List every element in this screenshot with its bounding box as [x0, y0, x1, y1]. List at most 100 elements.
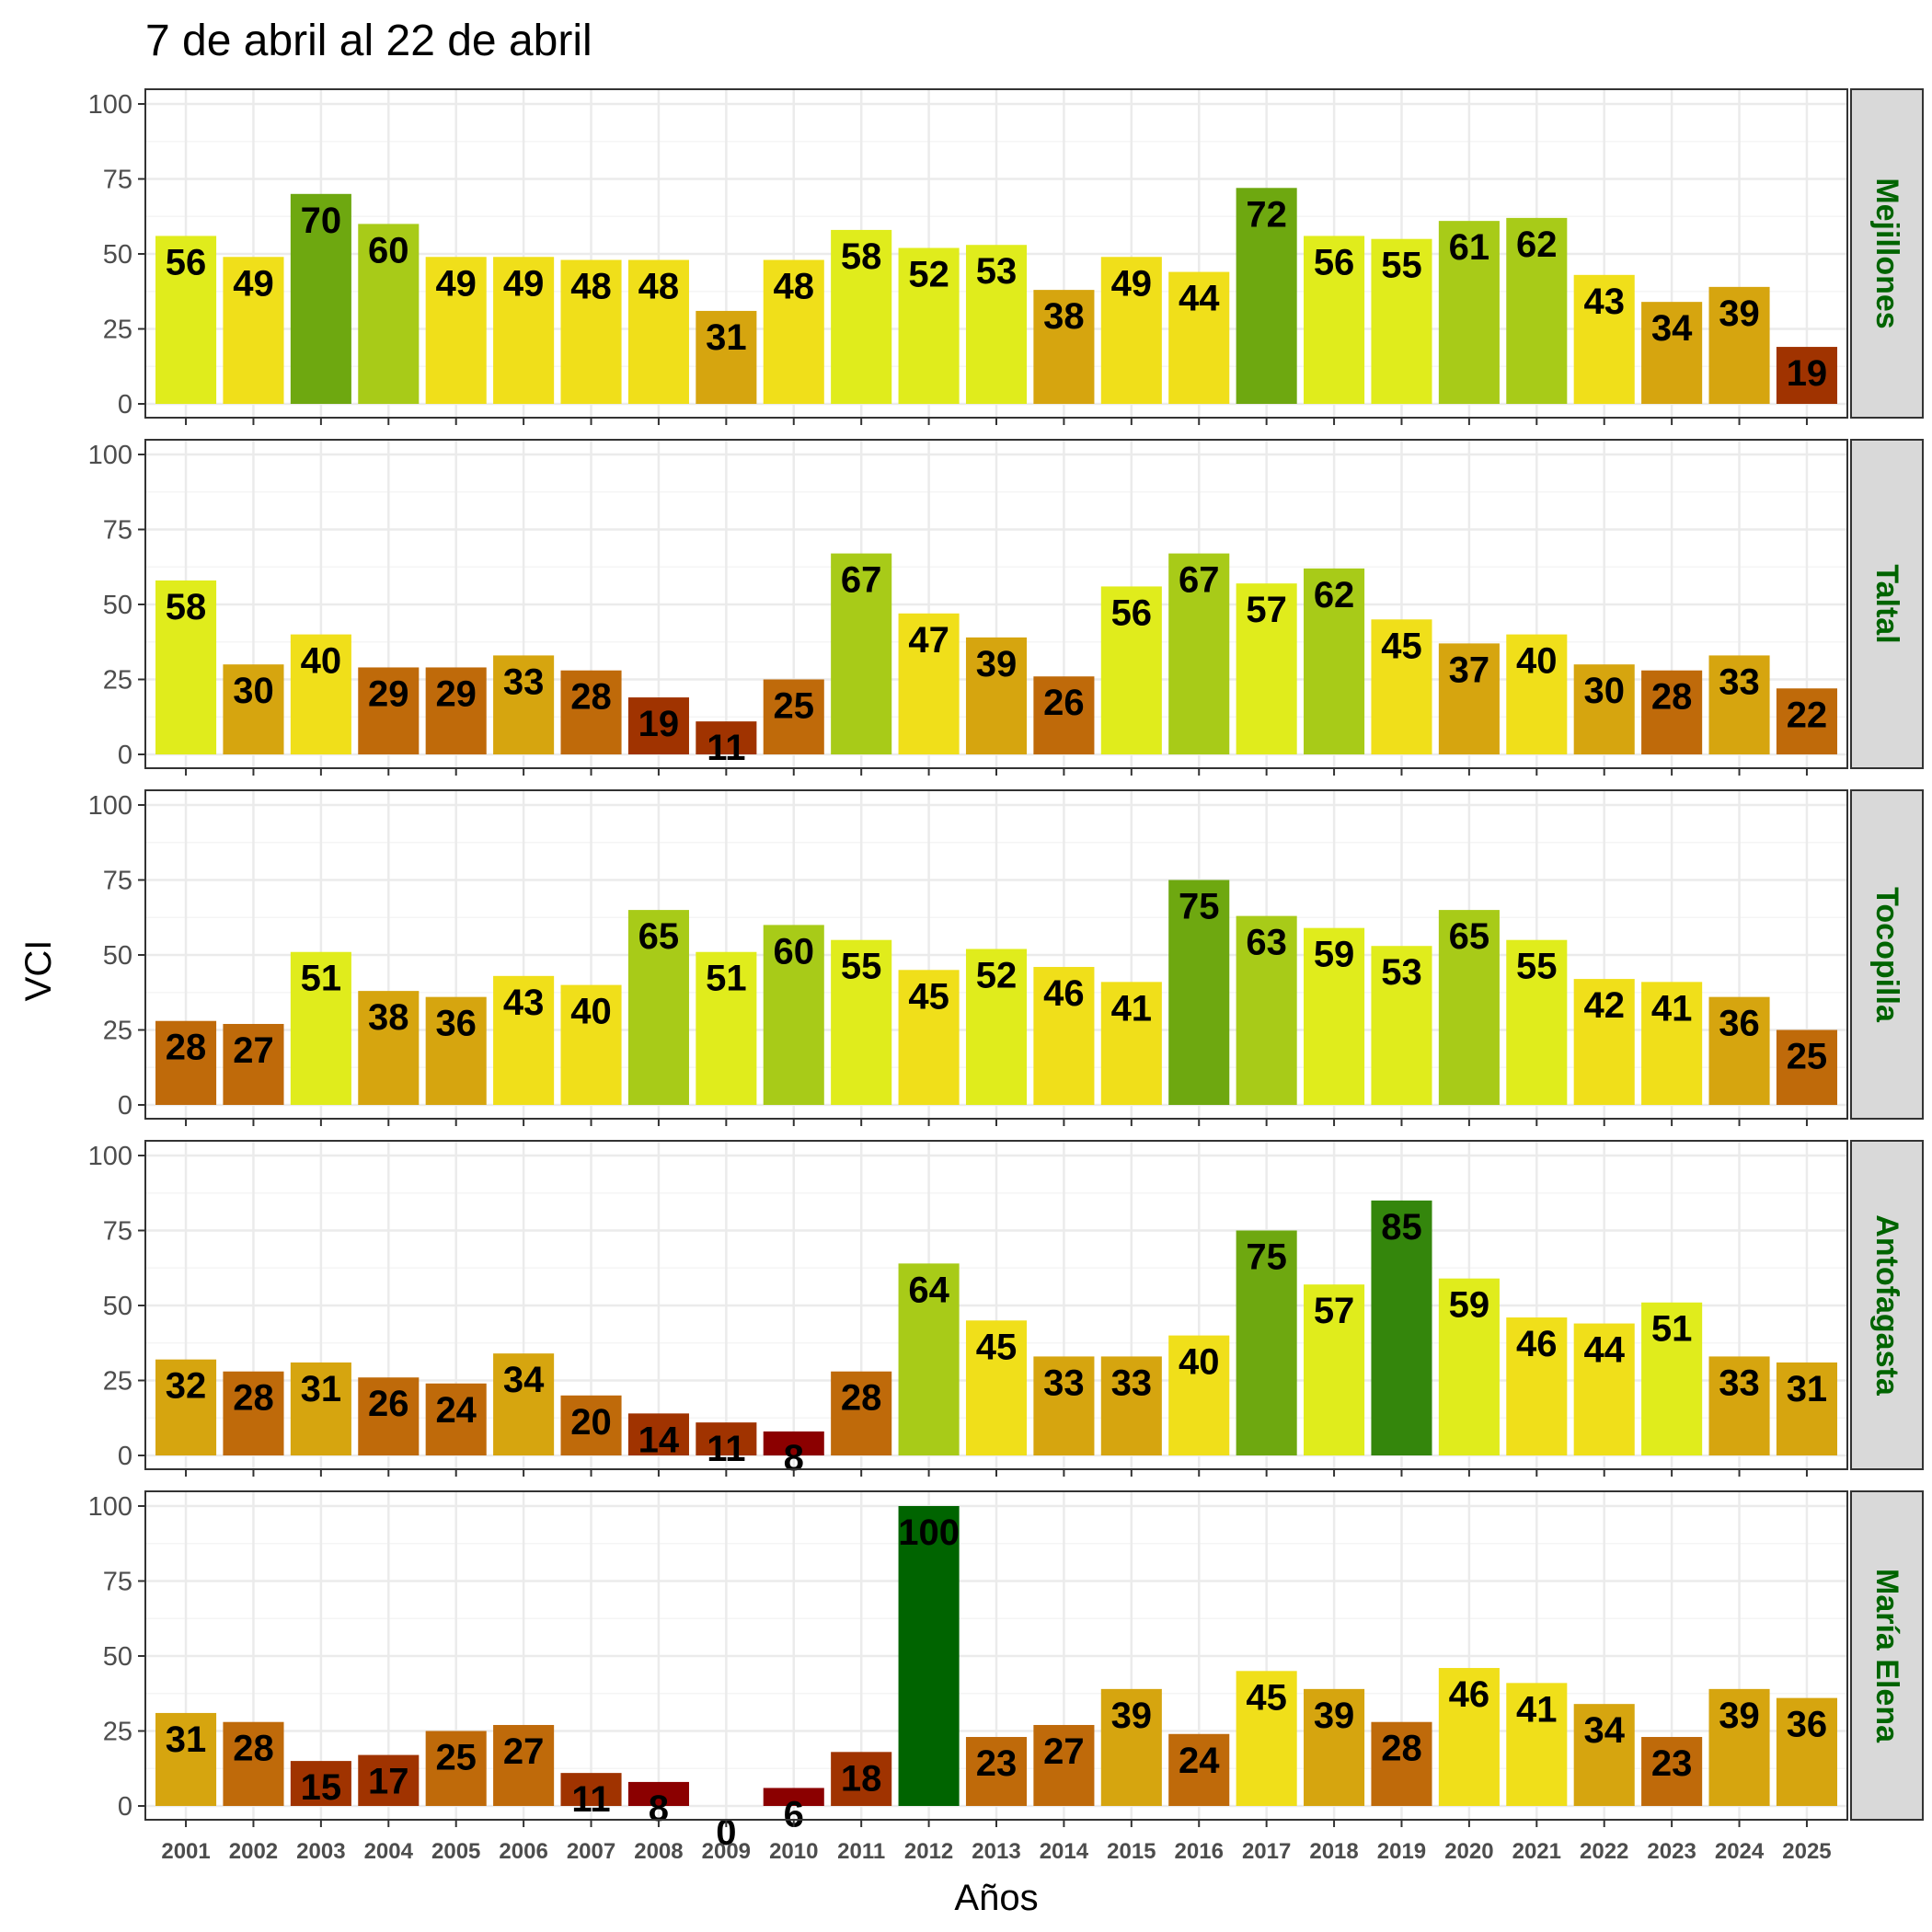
data-label: 34	[1583, 1710, 1625, 1751]
bar-mejillones-2013	[965, 245, 1028, 404]
bar-maria-elena-2017	[1236, 1671, 1297, 1806]
x-tick-label: 2025	[1782, 1839, 1831, 1864]
data-label: 39	[1111, 1696, 1153, 1736]
data-label: 57	[1246, 590, 1287, 630]
data-label: 62	[1516, 224, 1558, 265]
data-label: 55	[841, 947, 882, 987]
data-label: 18	[841, 1758, 882, 1799]
bar-antofagasta-2017	[1236, 1230, 1297, 1455]
x-tick-label: 2009	[702, 1839, 751, 1864]
data-label: 59	[1449, 1285, 1490, 1326]
bar-tocopilla-2007	[560, 984, 622, 1105]
data-label: 42	[1583, 985, 1625, 1026]
bar-taltal-2024	[1708, 655, 1770, 754]
bar-antofagasta-2003	[290, 1362, 351, 1455]
bar-taltal-2019	[1371, 619, 1432, 754]
facet-strip-label: Tocopilla	[1869, 887, 1904, 1023]
data-label: 31	[706, 317, 747, 358]
x-axis-title: Años	[954, 1878, 1038, 1918]
bar-mejillones-2015	[1100, 257, 1162, 404]
y-tick-label: 75	[103, 1568, 132, 1597]
data-label: 30	[1583, 671, 1625, 711]
data-label: 29	[435, 673, 477, 714]
data-label: 53	[1381, 952, 1422, 993]
data-label: 75	[1179, 887, 1220, 927]
bar-tocopilla-2022	[1573, 979, 1635, 1105]
x-tick-label: 2019	[1377, 1839, 1426, 1864]
bar-tocopilla-2020	[1438, 910, 1500, 1105]
bar-antofagasta-2023	[1641, 1302, 1703, 1455]
data-label: 51	[301, 959, 342, 999]
data-label: 36	[1787, 1705, 1828, 1745]
data-label: 47	[908, 620, 949, 661]
bar-antofagasta-2004	[358, 1377, 420, 1455]
bar-tocopilla-2003	[290, 951, 351, 1105]
data-label: 11	[707, 728, 745, 768]
data-label: 29	[368, 673, 409, 714]
bar-mejillones-2003	[290, 193, 351, 404]
data-label: 40	[301, 641, 342, 682]
bar-antofagasta-2009	[696, 1422, 757, 1455]
data-label: 59	[1314, 935, 1355, 975]
data-label: 31	[301, 1369, 342, 1409]
bar-tocopilla-2013	[965, 949, 1028, 1105]
y-axis-title: VCI	[18, 940, 59, 1002]
data-label: 33	[1719, 661, 1760, 702]
y-tick-label: 25	[103, 666, 132, 696]
data-label: 39	[1719, 293, 1760, 334]
data-label: 26	[368, 1384, 409, 1424]
bar-mejillones-2024	[1708, 286, 1770, 404]
x-tick-label: 2018	[1309, 1839, 1358, 1864]
facet-strip-label: María Elena	[1869, 1569, 1904, 1743]
x-tick-label: 2017	[1242, 1839, 1291, 1864]
data-label: 56	[166, 242, 207, 282]
data-label: 6	[784, 1794, 804, 1834]
data-label: 55	[1381, 246, 1422, 286]
y-tick-label: 0	[118, 390, 132, 420]
y-tick-label: 0	[118, 741, 132, 770]
bar-taltal-2007	[560, 670, 622, 754]
bar-tocopilla-2021	[1506, 939, 1568, 1105]
bar-maria-elena-2015	[1100, 1688, 1162, 1806]
data-label: 51	[1651, 1309, 1693, 1350]
data-label: 28	[1381, 1729, 1422, 1769]
data-label: 48	[570, 267, 612, 307]
x-tick-label: 2021	[1512, 1839, 1561, 1864]
y-tick-label: 100	[88, 1142, 132, 1171]
data-label: 46	[1043, 973, 1085, 1014]
panel-tocopilla: 0 25 50 75 100 28 27 51 38 36 43 40 65 51 60 55 45 52 46 41…	[88, 789, 1924, 1126]
bar-tocopilla-2019	[1371, 946, 1432, 1105]
bar-taltal-2021	[1506, 634, 1568, 754]
data-label: 39	[1314, 1696, 1355, 1736]
data-label: 44	[1179, 279, 1220, 319]
data-label: 32	[166, 1366, 207, 1407]
data-label: 75	[1246, 1237, 1287, 1278]
bar-tocopilla-2025	[1776, 1029, 1837, 1105]
bar-tocopilla-2004	[358, 991, 420, 1105]
data-label: 36	[435, 1004, 477, 1044]
bar-maria-elena-2024	[1708, 1688, 1770, 1806]
data-label: 55	[1516, 947, 1558, 987]
x-tick-label: 2012	[904, 1839, 953, 1864]
data-label: 39	[1719, 1696, 1760, 1736]
y-tick-label: 75	[103, 516, 132, 546]
bar-antofagasta-2021	[1506, 1317, 1568, 1455]
bar-antofagasta-2007	[560, 1395, 622, 1455]
data-label: 49	[1111, 263, 1153, 304]
data-label: 20	[570, 1402, 612, 1443]
data-label: 46	[1449, 1674, 1490, 1715]
data-label: 49	[435, 263, 477, 304]
panel-maria-elena: 0 25 50 75 100 31 28 15 17 25 27 11 8 0 6 18 100 23 27 39 24…	[88, 1490, 1924, 1853]
data-label: 14	[638, 1420, 680, 1460]
bar-taltal-2013	[965, 637, 1028, 754]
bar-tocopilla-2008	[627, 910, 689, 1105]
data-label: 33	[1719, 1363, 1760, 1403]
bar-taltal-2020	[1438, 643, 1500, 754]
data-label: 44	[1583, 1330, 1625, 1371]
data-label: 38	[368, 997, 409, 1038]
data-label: 34	[503, 1360, 545, 1400]
data-label: 39	[976, 644, 1018, 684]
bar-antofagasta-2001	[155, 1359, 217, 1455]
y-tick-label: 0	[118, 1442, 132, 1471]
bar-tocopilla-2024	[1708, 996, 1770, 1105]
